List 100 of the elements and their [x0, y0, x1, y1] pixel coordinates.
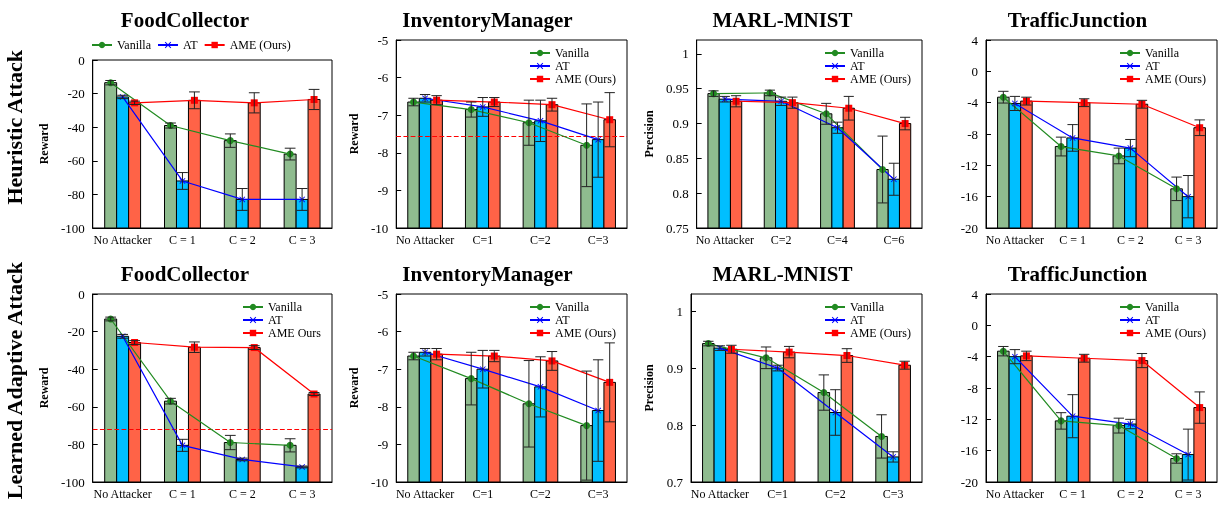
y-tick-label: -9: [377, 182, 389, 198]
y-tick-label: -9: [377, 436, 389, 452]
legend-label: Vanilla: [117, 38, 152, 52]
x-tick-label: No Attacker: [985, 233, 1045, 247]
y-tick-label: 1: [676, 303, 683, 319]
legend-label: AT: [850, 313, 866, 327]
chart-title: InventoryManager: [402, 7, 573, 32]
legend-label: AME (Ours): [229, 38, 291, 52]
chart-title: FoodCollector: [120, 261, 250, 286]
legend-label: AME (Ours): [555, 72, 617, 86]
x-tick-label: C = 2: [1116, 233, 1144, 247]
x-tick-label: C=3: [587, 233, 609, 247]
legend-label: AT: [555, 59, 571, 73]
x-tick-label: C=2: [530, 487, 551, 501]
y-tick-label: 0: [971, 317, 978, 333]
y-tick-label: -20: [960, 220, 978, 236]
y-tick-label: -100: [60, 220, 85, 236]
x-tick-label: C=2: [530, 233, 551, 247]
x-tick-label: C=1: [767, 487, 789, 501]
y-tick-label: -8: [377, 145, 389, 161]
y-axis-title: Precision: [642, 364, 656, 412]
x-tick-label: C=2: [824, 487, 846, 501]
y-tick-label: -5: [377, 286, 389, 302]
y-tick-label: 1: [682, 46, 689, 62]
x-tick-label: C = 1: [1059, 233, 1087, 247]
x-tick-label: C=1: [472, 487, 494, 501]
y-tick-label: 0.9: [666, 360, 683, 376]
y-tick-label: 0.85: [665, 150, 689, 166]
x-tick-label: C = 1: [1059, 487, 1087, 501]
x-tick-label: C = 3: [288, 233, 316, 247]
chart-title: MARL-MNIST: [712, 261, 853, 286]
x-tick-label: C=3: [587, 487, 609, 501]
y-tick-label: -12: [960, 157, 978, 173]
x-tick-label: C=2: [770, 233, 792, 247]
legend-label: Vanilla: [850, 300, 885, 314]
x-tick-label: C = 2: [228, 233, 256, 247]
legend-label: AME Ours: [268, 326, 322, 340]
y-tick-label: -20: [67, 86, 85, 102]
chart-title: InventoryManager: [402, 261, 573, 286]
legend-label: AT: [1145, 313, 1161, 327]
chart-title: TrafficJunction: [1007, 261, 1148, 286]
y-tick-label: -20: [960, 474, 978, 490]
x-tick-label: C=6: [883, 233, 905, 247]
y-tick-label: -80: [67, 436, 85, 452]
legend-label: AME (Ours): [850, 326, 912, 340]
text: Learned Adaptive Attack: [2, 262, 28, 500]
y-tick-label: -10: [370, 474, 389, 490]
y-tick-label: 0.7: [666, 474, 684, 490]
y-tick-label: -20: [67, 324, 85, 340]
x-tick-label: C = 3: [288, 487, 316, 501]
x-tick-label: C = 2: [228, 487, 256, 501]
legend-label: Vanilla: [1145, 300, 1180, 314]
y-tick-label: 4: [971, 32, 979, 48]
y-tick-label: -5: [377, 32, 389, 48]
y-tick-label: -12: [960, 411, 978, 427]
x-tick-label: C=3: [882, 487, 904, 501]
y-tick-label: -6: [377, 324, 389, 340]
legend-label: AME (Ours): [1145, 72, 1207, 86]
chart-title: TrafficJunction: [1007, 7, 1148, 32]
x-tick-label: No Attacker: [395, 487, 455, 501]
x-tick-label: No Attacker: [695, 233, 754, 247]
y-tick-label: 0.8: [666, 417, 683, 433]
y-tick-label: 0.8: [672, 185, 689, 201]
chart-title: FoodCollector: [120, 7, 250, 32]
chart-title: MARL-MNIST: [712, 7, 853, 32]
y-tick-label: -60: [67, 153, 85, 169]
y-tick-label: -8: [967, 380, 978, 396]
y-tick-label: -10: [370, 220, 389, 236]
y-tick-label: 0: [78, 286, 85, 302]
y-tick-label: -40: [67, 361, 85, 377]
x-tick-label: C = 3: [1174, 487, 1202, 501]
y-tick-label: -7: [377, 107, 389, 123]
y-tick-label: 4: [971, 286, 979, 302]
y-tick-label: 0.95: [665, 81, 689, 97]
x-tick-label: C = 2: [1116, 487, 1144, 501]
x-tick-label: C = 1: [169, 487, 196, 501]
y-tick-label: 0.9: [672, 116, 689, 132]
legend-label: AME (Ours): [850, 72, 912, 86]
y-tick-label: -7: [377, 361, 389, 377]
legend-label: AT: [182, 38, 199, 52]
y-axis-title: Precision: [642, 110, 656, 158]
legend-label: Vanilla: [268, 300, 303, 314]
legend-label: AT: [1145, 59, 1161, 73]
y-tick-label: -60: [67, 399, 85, 415]
y-tick-label: -80: [67, 186, 85, 202]
legend-label: Vanilla: [555, 300, 590, 314]
y-tick-label: 0: [971, 63, 978, 79]
legend-label: AT: [850, 59, 866, 73]
y-axis-title: Reward: [347, 367, 361, 409]
y-tick-label: -40: [67, 119, 85, 135]
y-tick-label: -100: [60, 474, 85, 490]
y-tick-label: -4: [967, 349, 979, 365]
y-tick-label: -8: [967, 126, 978, 142]
legend-label: Vanilla: [1145, 46, 1180, 60]
legend-label: Vanilla: [555, 46, 590, 60]
y-tick-label: -8: [377, 399, 389, 415]
x-tick-label: C = 3: [1174, 233, 1202, 247]
x-tick-label: C=1: [472, 233, 494, 247]
y-axis-title: Reward: [347, 113, 361, 155]
legend-label: AT: [555, 313, 571, 327]
